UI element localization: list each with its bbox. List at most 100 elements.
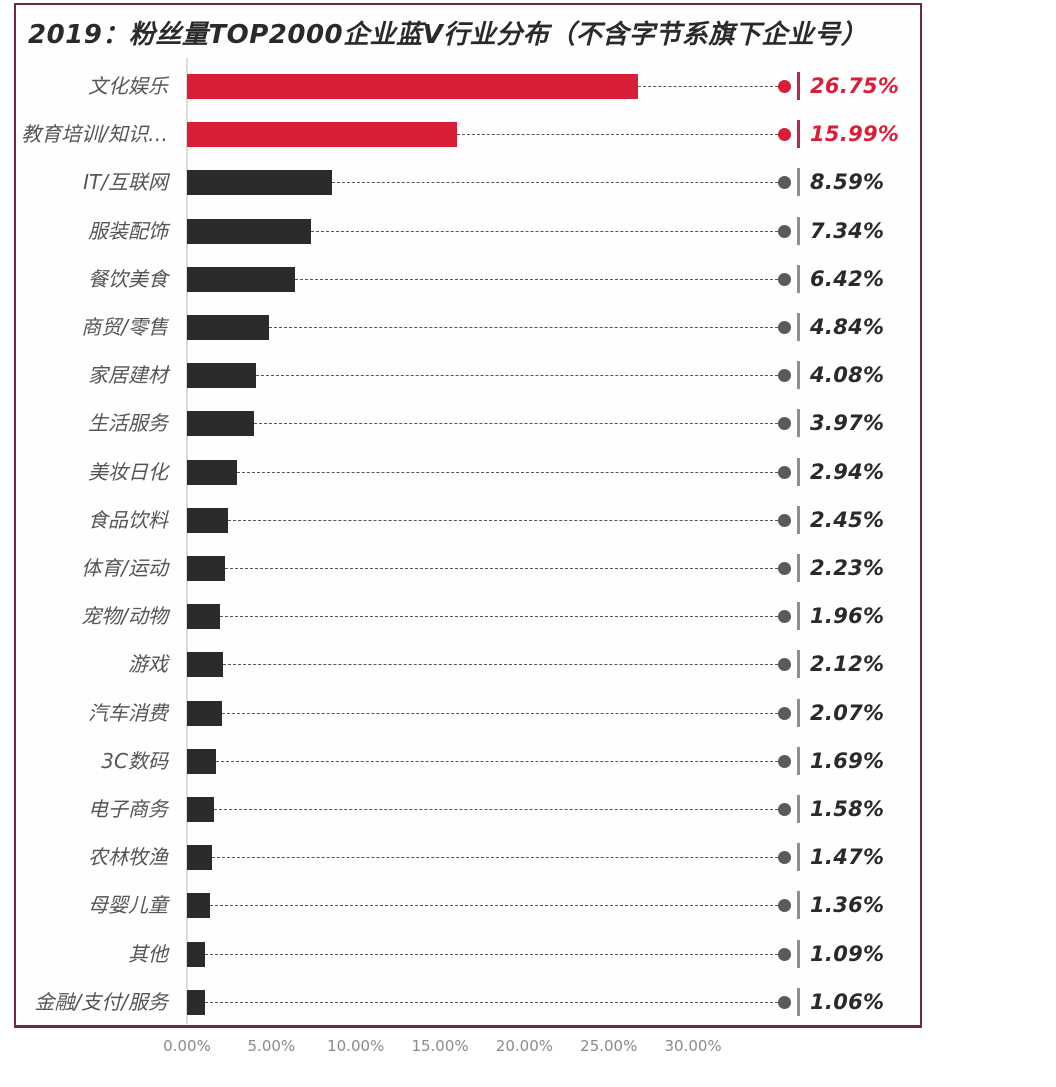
bar (187, 700, 222, 726)
bar (187, 218, 311, 244)
leader-line (638, 86, 778, 87)
value-separator (797, 264, 800, 293)
x-tick-label: 20.00% (495, 1037, 553, 1055)
value-label: 4.84% (810, 315, 885, 339)
bar (187, 266, 296, 292)
bar (187, 170, 332, 196)
leader-line (236, 471, 778, 473)
value-label: 1.06% (810, 989, 885, 1014)
value-label: 7.34% (810, 218, 885, 243)
category-label: 宠物/动物 (81, 604, 168, 629)
category-label: 金融/支付/服务 (34, 989, 168, 1014)
bar-row: 游戏 2.12% (0, 640, 1056, 688)
value-label: 26.75% (810, 74, 900, 98)
category-label: 文化娱乐 (88, 74, 168, 98)
dot-marker-icon (778, 995, 791, 1009)
value-label: 4.08% (810, 363, 885, 388)
category-label: 服装配饰 (88, 218, 168, 243)
leader-line (220, 616, 778, 618)
bar (187, 941, 206, 967)
value-label: 2.12% (810, 652, 885, 677)
value-separator (797, 843, 800, 872)
leader-line (204, 1001, 778, 1003)
x-tick-label: 0.00% (163, 1037, 211, 1055)
bar-row: 文化娱乐 26.75% (0, 62, 1056, 110)
category-label: 食品饮料 (88, 507, 168, 532)
dot-marker-icon (778, 80, 791, 93)
value-separator (797, 505, 800, 534)
bar (187, 652, 223, 678)
leader-line (221, 712, 778, 714)
bar-row: 农林牧渔 1.47% (0, 833, 1056, 881)
x-tick-label: 10.00% (327, 1037, 385, 1055)
category-label: 其他 (128, 941, 168, 966)
dot-marker-icon (778, 176, 791, 190)
bar-row: 教育培训/知识… 15.99% (0, 110, 1056, 158)
value-separator (797, 698, 800, 727)
value-label: 6.42% (810, 266, 885, 291)
value-separator (797, 361, 800, 390)
value-label: 1.36% (810, 893, 885, 918)
bar-row: 其他 1.09% (0, 930, 1056, 978)
dot-marker-icon (778, 947, 791, 961)
dot-marker-icon (778, 369, 791, 383)
bar-row: 母婴儿童 1.36% (0, 881, 1056, 929)
category-label: 3C数码 (101, 748, 168, 773)
dot-marker-icon (778, 706, 791, 720)
x-tick-label: 30.00% (664, 1037, 722, 1055)
chart-frame (14, 3, 922, 1028)
value-label: 1.09% (810, 941, 885, 966)
bar (187, 315, 269, 340)
bar-row: 电子商务 1.58% (0, 785, 1056, 833)
bar (187, 748, 216, 774)
value-label: 2.94% (810, 459, 885, 484)
bar-row: 宠物/动物 1.96% (0, 592, 1056, 640)
chart-title: 2019：粉丝量TOP2000企业蓝V行业分布（不含字节系旗下企业号） (28, 20, 868, 50)
bar-row: 体育/运动 2.23% (0, 544, 1056, 592)
dot-marker-icon (778, 417, 791, 431)
dot-marker-icon (778, 610, 791, 624)
category-label: 教育培训/知识… (21, 122, 168, 147)
category-label: 体育/运动 (81, 556, 168, 580)
dot-marker-icon (778, 658, 791, 672)
bar (187, 411, 254, 437)
leader-line (205, 953, 778, 955)
value-separator (797, 987, 800, 1016)
bar (187, 604, 221, 630)
value-separator (797, 409, 800, 438)
value-label: 15.99% (810, 122, 900, 147)
x-tick-label: 25.00% (580, 1037, 638, 1055)
value-label: 1.47% (810, 845, 885, 870)
category-label: 生活服务 (88, 411, 168, 436)
bar (187, 363, 256, 389)
value-label: 1.58% (810, 797, 885, 821)
dot-marker-icon (778, 562, 791, 575)
value-label: 3.97% (810, 411, 885, 436)
bar (187, 459, 237, 485)
value-separator (797, 554, 800, 582)
leader-line (253, 423, 778, 425)
bar-row: IT/互联网 8.59% (0, 158, 1056, 206)
bar (187, 507, 229, 533)
bar-row: 汽车消费 2.07% (0, 689, 1056, 737)
bar-row: 金融/支付/服务 1.06% (0, 978, 1056, 1026)
dot-marker-icon (778, 513, 791, 527)
leader-line (331, 182, 778, 184)
dot-marker-icon (778, 272, 791, 286)
leader-line (310, 230, 778, 232)
leader-line (268, 327, 778, 328)
dot-marker-icon (778, 899, 791, 913)
bar-row: 家居建材 4.08% (0, 351, 1056, 399)
leader-line (222, 664, 778, 666)
bar (187, 556, 225, 581)
category-label: 商贸/零售 (81, 315, 168, 339)
leader-line (255, 375, 778, 377)
leader-line (211, 857, 778, 859)
bar (187, 893, 210, 919)
value-separator (797, 650, 800, 679)
y-axis-line (186, 58, 188, 1024)
bar (187, 989, 205, 1015)
category-label: 家居建材 (88, 363, 168, 388)
value-label: 8.59% (810, 170, 885, 195)
value-separator (797, 72, 800, 100)
